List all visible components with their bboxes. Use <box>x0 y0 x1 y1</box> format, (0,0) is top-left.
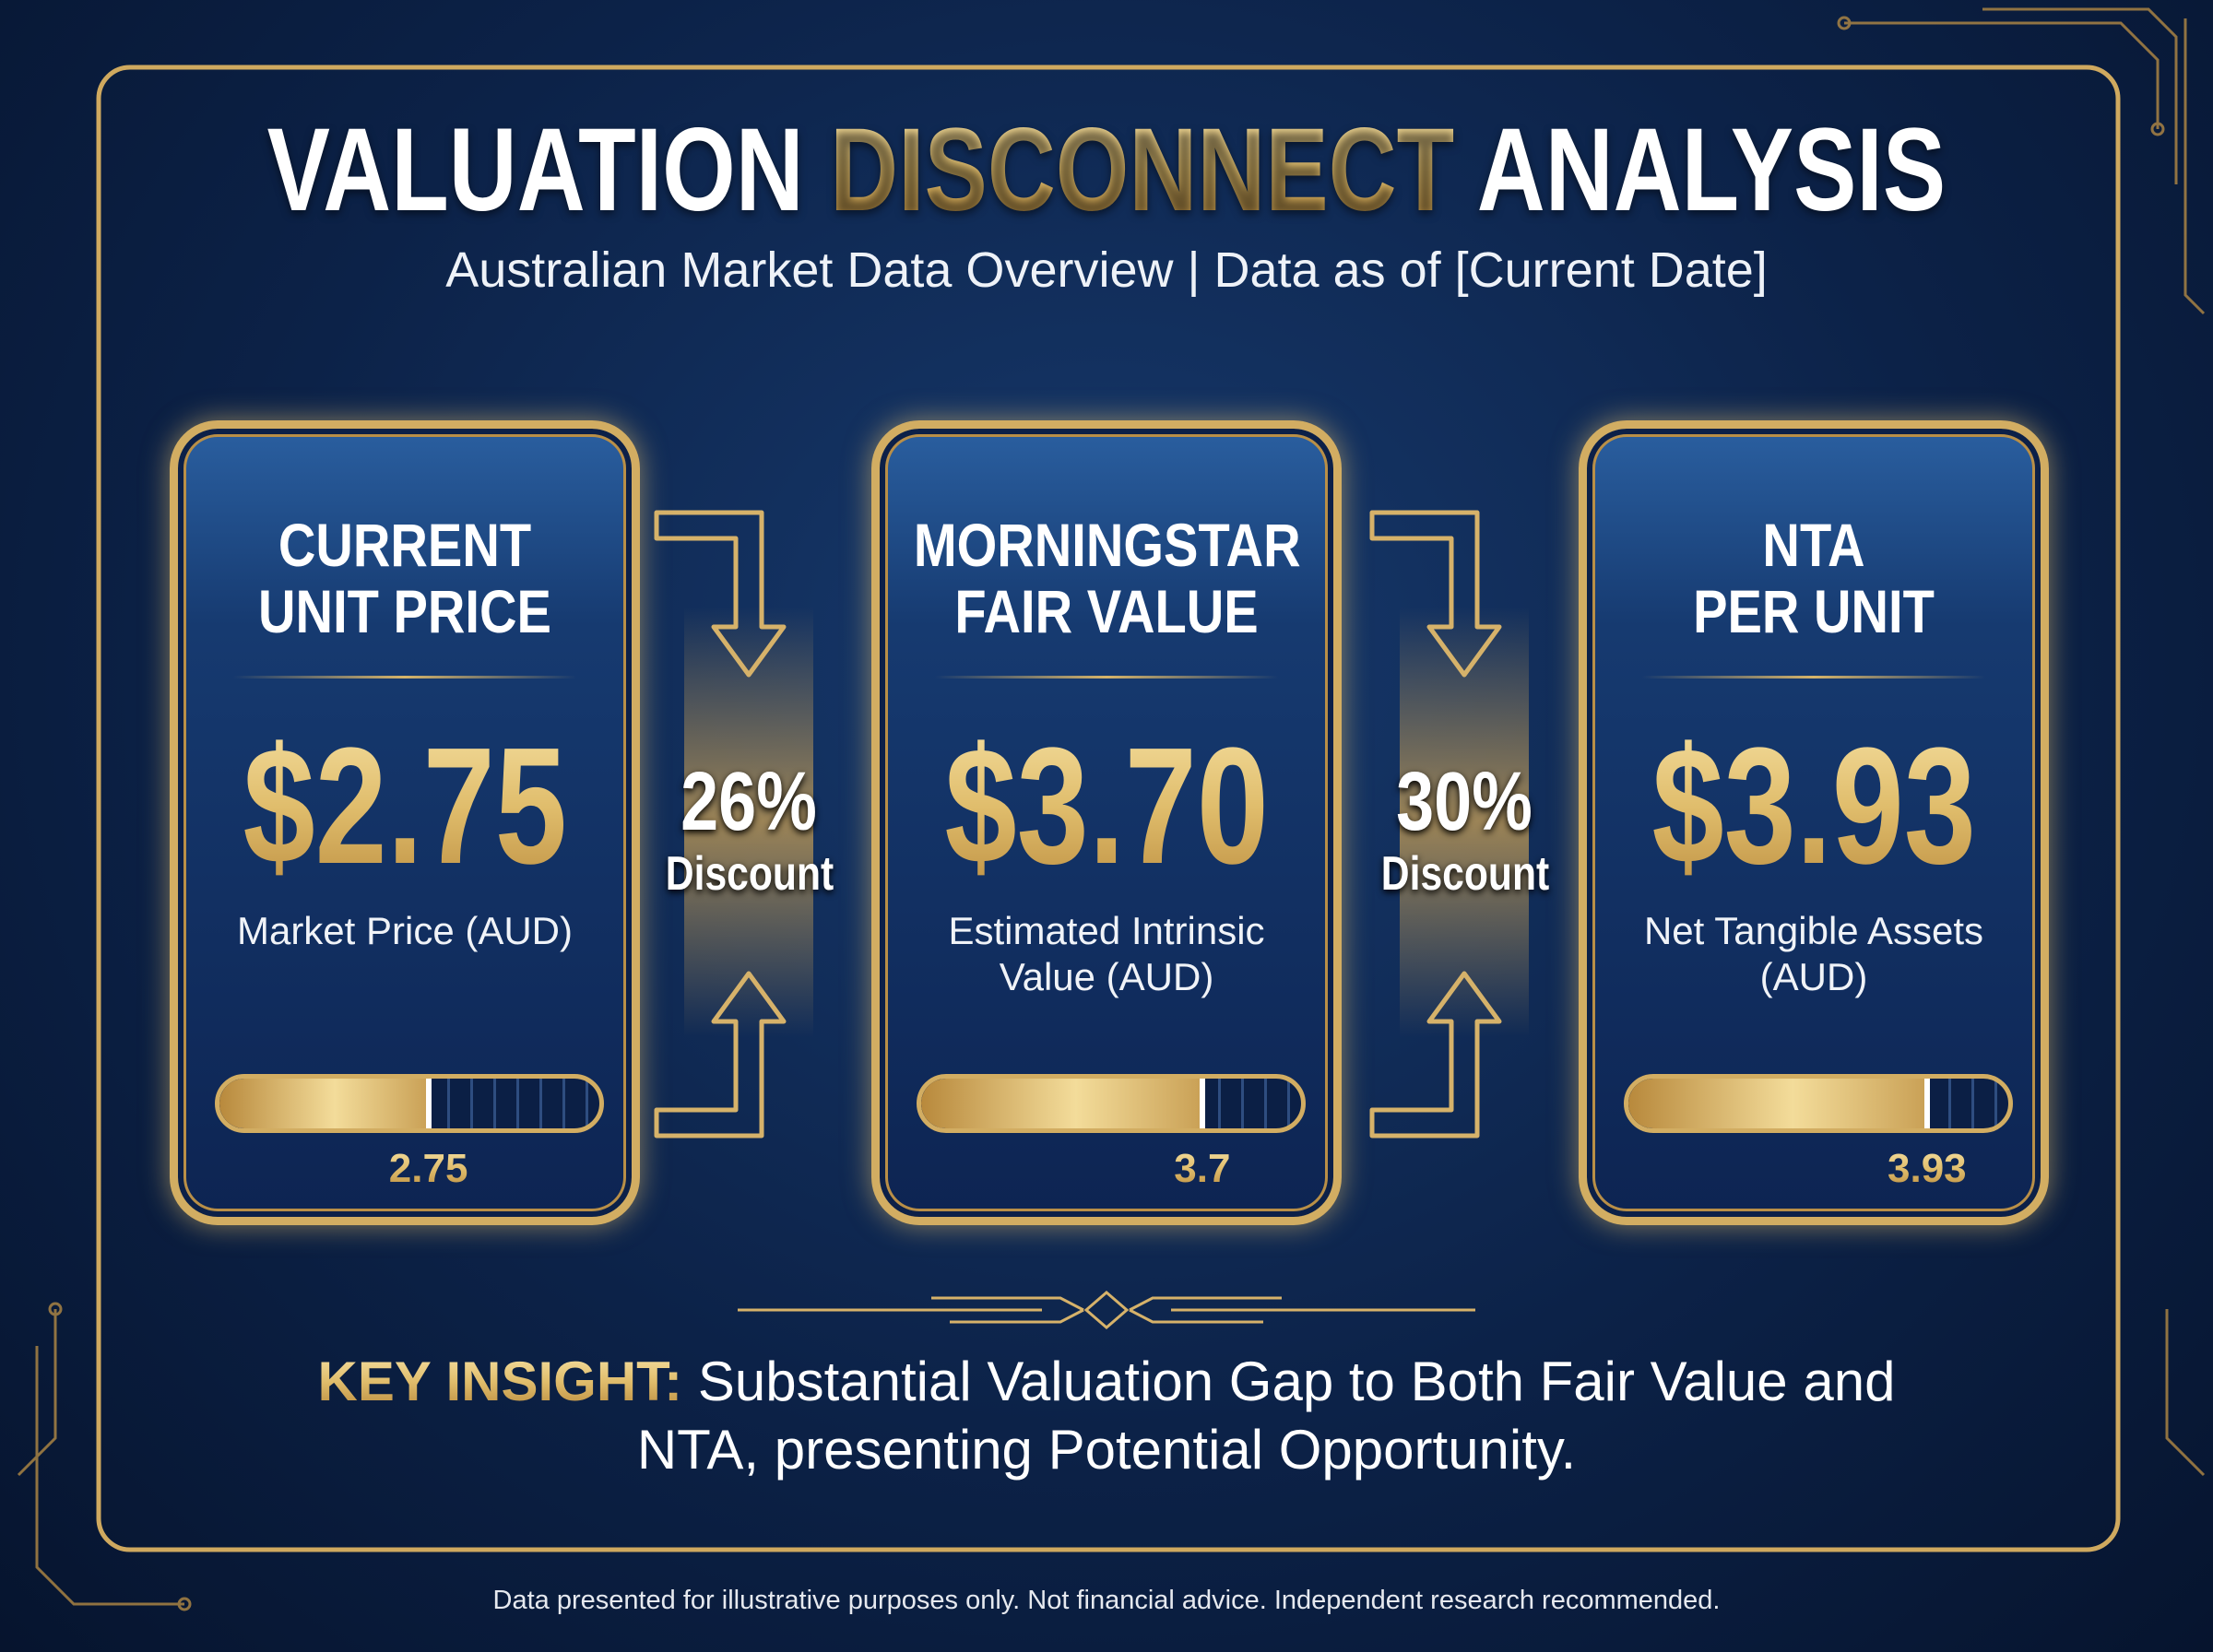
discount-label: Discount <box>1380 847 1550 901</box>
price-value: $2.75 <box>243 705 566 908</box>
gauge-fill <box>219 1079 429 1128</box>
title: VALUATION DISCONNECT ANALYSIS <box>0 106 2213 235</box>
price-value: $3.93 <box>1651 705 1975 908</box>
card-title-line: MORNINGSTAR <box>913 511 1301 579</box>
gauge-label: 3.93 <box>1888 1146 1967 1191</box>
title-word: DISCONNECT <box>830 104 1455 236</box>
discount-percent: 26% <box>680 756 817 848</box>
gauge-marker <box>1923 1079 1930 1128</box>
price: $3.93 <box>1587 705 2041 908</box>
card-title-line: FAIR VALUE <box>954 577 1259 645</box>
caption: Net Tangible Assets (AUD) <box>1643 909 1984 998</box>
connectors <box>654 510 1529 1139</box>
card-title: NTA PER UNIT <box>1587 512 2041 644</box>
divider <box>233 676 576 678</box>
gauge-track <box>1624 1074 2013 1133</box>
footer: Data presented for illustrative purposes… <box>492 1586 1721 1615</box>
title-word: VALUATION <box>266 104 804 236</box>
gauge-fill <box>1628 1079 1927 1128</box>
gauge-marker <box>1199 1079 1205 1128</box>
insight: KEY INSIGHT: Substantial Valuation Gap t… <box>277 1348 1936 1484</box>
gauge-track <box>917 1074 1306 1133</box>
gauge-marker <box>425 1079 432 1128</box>
insight-label: KEY INSIGHT: <box>317 1351 683 1412</box>
gauge-label: 2.75 <box>388 1146 468 1191</box>
subtitle: Australian Market Data Overview | Data a… <box>445 242 1768 298</box>
card-title-line: NTA <box>1762 511 1865 579</box>
gauge-track <box>215 1074 604 1133</box>
discount: 26% Discount <box>647 756 850 900</box>
price-value: $3.70 <box>944 705 1268 908</box>
price: $3.70 <box>880 705 1333 908</box>
discount-label: Discount <box>665 847 834 901</box>
gauge-label: 3.7 <box>1174 1146 1231 1191</box>
divider <box>935 676 1278 678</box>
gauge-fill <box>921 1079 1202 1128</box>
circuit <box>17 7 2206 1611</box>
insight-text: Substantial Valuation Gap to Both Fair V… <box>636 1351 1896 1481</box>
card-title-line: UNIT PRICE <box>258 577 551 645</box>
discount-percent: 30% <box>1396 756 1533 848</box>
card-title: MORNINGSTAR FAIR VALUE <box>880 512 1333 644</box>
price: $2.75 <box>178 705 632 908</box>
card-title-line: CURRENT <box>278 511 532 579</box>
card: CURRENT UNIT PRICE $2.75 Market Price (AUD)… <box>170 420 640 1225</box>
caption: Market Price (AUD) <box>236 909 574 952</box>
ornament <box>738 1291 1475 1329</box>
discount: 30% Discount <box>1363 756 1566 900</box>
title-word: ANALYSIS <box>1476 104 1947 236</box>
card: NTA PER UNIT $3.93 Net Tangible Assets (AUD… <box>1579 420 2049 1225</box>
caption: Estimated Intrinsic Value (AUD) <box>948 909 1265 998</box>
frame <box>96 65 2121 1552</box>
card-title-line: PER UNIT <box>1693 577 1935 645</box>
card: MORNINGSTAR FAIR VALUE $3.70 Estimated Intr… <box>871 420 1342 1225</box>
card-title: CURRENT UNIT PRICE <box>178 512 632 644</box>
divider <box>1642 676 1985 678</box>
